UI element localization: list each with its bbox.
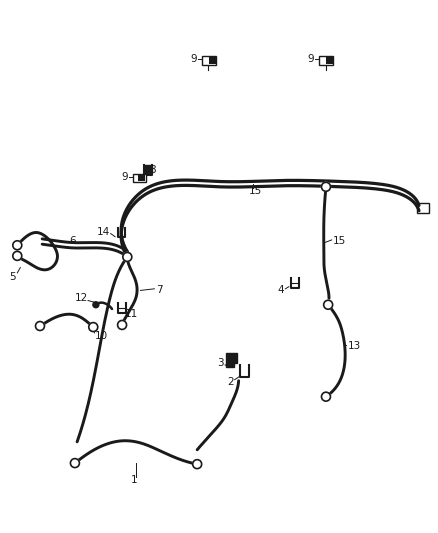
Circle shape [35,321,45,330]
Text: 7: 7 [155,285,162,295]
Bar [208,57,215,64]
Circle shape [193,459,201,469]
Text: 8: 8 [149,165,156,175]
Bar [202,56,216,65]
Text: 5: 5 [10,272,16,282]
Bar [319,56,333,65]
Text: 14: 14 [97,227,110,237]
Circle shape [123,253,132,261]
Text: 9: 9 [307,54,314,64]
Text: 11: 11 [125,309,138,319]
Circle shape [89,322,98,332]
Circle shape [71,458,79,467]
Text: 10: 10 [95,330,108,341]
Circle shape [321,392,330,401]
Bar [133,174,145,182]
Circle shape [13,241,22,250]
Text: 1: 1 [131,475,138,485]
Polygon shape [144,165,152,173]
Circle shape [93,302,99,308]
Text: 3: 3 [218,358,224,368]
Text: 9: 9 [122,172,128,182]
Text: 15: 15 [332,236,346,246]
Text: 2: 2 [227,377,234,387]
Text: 12: 12 [75,293,88,303]
Text: 15: 15 [249,186,262,196]
Text: 13: 13 [348,341,361,351]
Polygon shape [226,353,237,367]
Bar [138,175,145,181]
Text: 9: 9 [191,54,197,64]
Circle shape [324,300,332,309]
Circle shape [13,252,22,260]
Text: 6: 6 [70,236,76,246]
Circle shape [321,182,330,191]
Bar [417,204,429,213]
Text: 4: 4 [278,285,285,295]
Circle shape [117,320,127,329]
Bar [326,57,333,64]
